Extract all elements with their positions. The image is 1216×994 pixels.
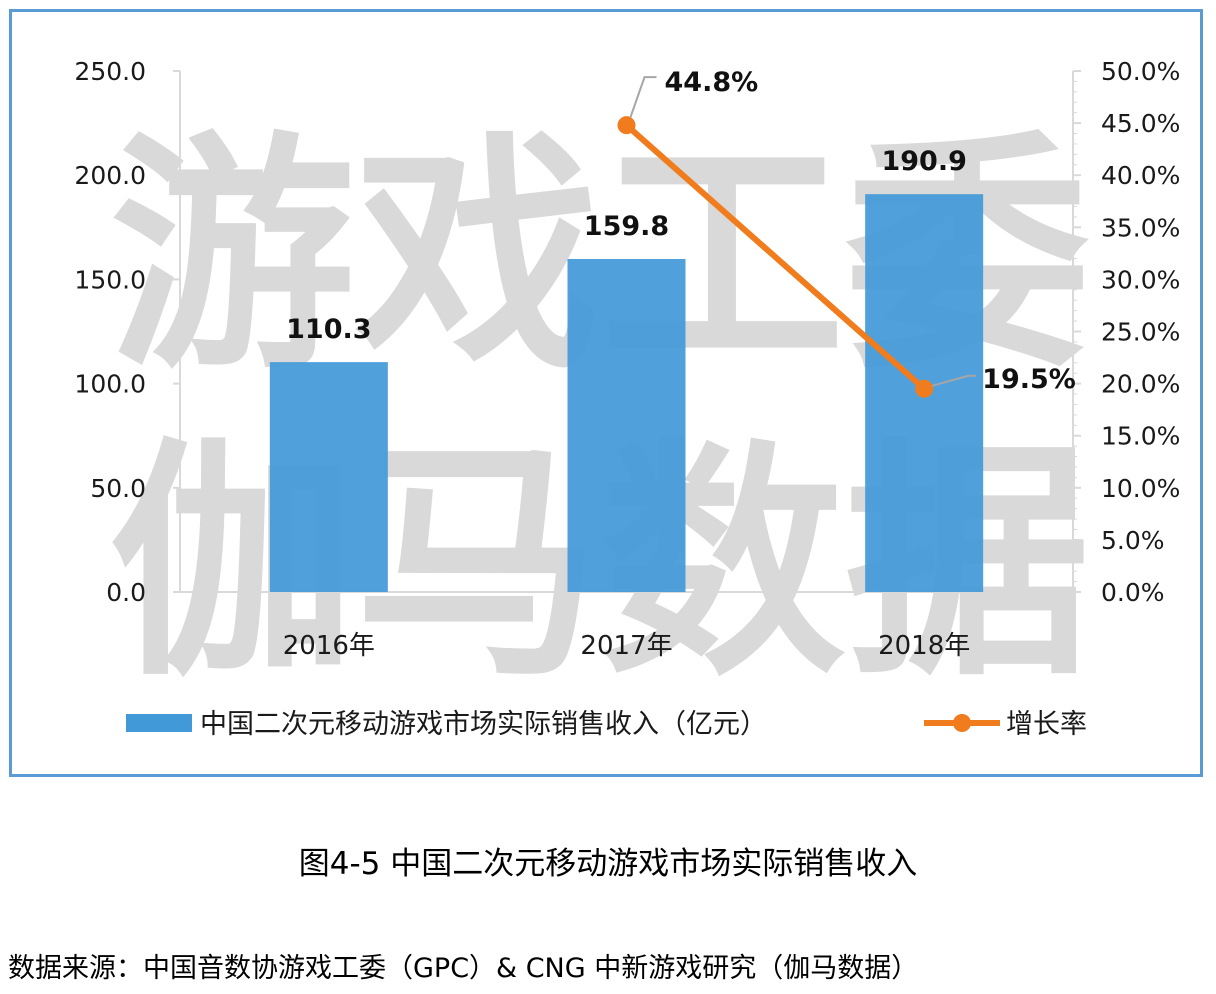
data-label-leader-line bbox=[629, 76, 657, 118]
bar-value-label: 110.3 bbox=[286, 314, 371, 345]
right-axis-tick-label: 25.0% bbox=[1101, 318, 1180, 347]
data-source-note: 数据来源：中国音数协游戏工委（GPC）& CNG 中新游戏研究（伽马数据） bbox=[8, 953, 919, 984]
left-axis-tick-label: 0.0 bbox=[106, 578, 146, 607]
right-axis-tick-label: 15.0% bbox=[1101, 422, 1180, 451]
legend-label-line: 增长率 bbox=[1006, 709, 1087, 740]
data-label-leader-line bbox=[931, 374, 977, 387]
growth-rate-point bbox=[617, 116, 636, 135]
x-axis-label: 2016年 bbox=[283, 631, 375, 661]
growth-rate-label: 19.5% bbox=[982, 364, 1076, 395]
right-axis-tick-label: 40.0% bbox=[1101, 161, 1180, 190]
bar-value-label: 190.9 bbox=[881, 146, 966, 177]
data-labels: 110.3 159.8 190.9 44.8% 19.5% bbox=[286, 67, 1076, 395]
line-series bbox=[617, 116, 934, 398]
right-axis-tick-label: 0.0% bbox=[1101, 578, 1165, 607]
growth-rate-label: 44.8% bbox=[665, 67, 759, 98]
growth-rate-line bbox=[623, 122, 928, 392]
left-axis-tick-label: 200.0 bbox=[74, 161, 146, 190]
x-axis-label: 2018年 bbox=[878, 631, 970, 661]
right-axis-tick-label: 10.0% bbox=[1101, 474, 1180, 503]
right-axis-tick-label: 5.0% bbox=[1101, 526, 1165, 555]
right-axis-tick-label: 20.0% bbox=[1101, 370, 1180, 399]
right-axis-tick-label: 35.0% bbox=[1101, 213, 1180, 242]
bar-1 bbox=[269, 362, 388, 592]
legend: 中国二次元移动游戏市场实际销售收入（亿元） 增长率 bbox=[126, 709, 1087, 740]
bar-value-label: 159.8 bbox=[584, 211, 669, 242]
legend-swatch-marker bbox=[953, 714, 971, 732]
right-axis-tick-label: 45.0% bbox=[1101, 109, 1180, 138]
growth-rate-point bbox=[915, 379, 934, 398]
right-axis-tick-label: 50.0% bbox=[1101, 57, 1180, 86]
figure-caption: 图4-5 中国二次元移动游戏市场实际销售收入 bbox=[298, 846, 918, 882]
x-axis-label: 2017年 bbox=[580, 631, 672, 661]
left-axis-tick-label: 250.0 bbox=[74, 57, 146, 86]
bar-2 bbox=[567, 258, 686, 592]
left-axis-tick-label: 150.0 bbox=[74, 265, 146, 294]
left-axis-tick-label: 100.0 bbox=[74, 370, 146, 399]
legend-swatch-bar bbox=[126, 714, 192, 732]
legend-label-bar: 中国二次元移动游戏市场实际销售收入（亿元） bbox=[200, 709, 767, 740]
right-axis-tick-label: 30.0% bbox=[1101, 265, 1180, 294]
left-axis-tick-label: 50.0 bbox=[90, 474, 146, 503]
